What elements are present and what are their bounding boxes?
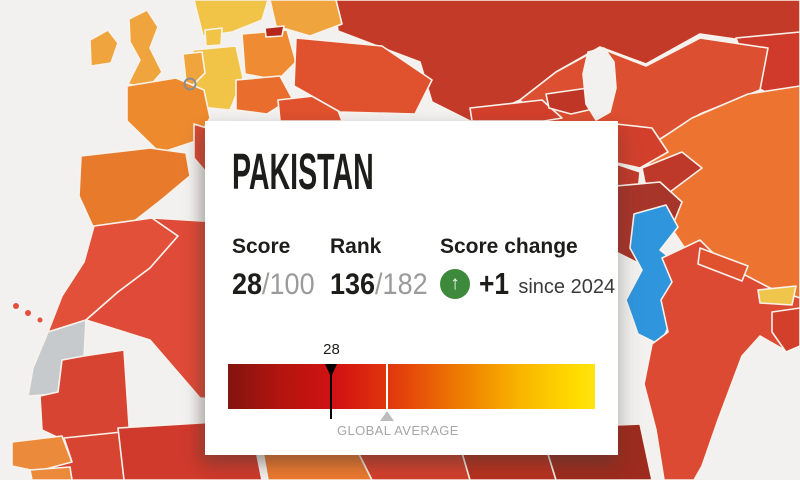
rank-value-row: 136/182 [330, 268, 428, 302]
country-finland-baltics[interactable] [269, 0, 343, 37]
global-average-label: GLOBAL AVERAGE [336, 423, 459, 438]
country-guinea[interactable] [29, 466, 73, 480]
country-nepal[interactable] [697, 247, 749, 282]
country-ukraine-belarus[interactable] [293, 37, 433, 115]
score-marker-line [330, 364, 333, 419]
country-kaliningrad[interactable] [264, 25, 285, 38]
balearic-island-1[interactable] [147, 193, 153, 199]
card-title: PAKISTAN [232, 143, 374, 200]
country-turkey[interactable] [469, 99, 563, 122]
rank-stat: Rank 136/182 [330, 235, 438, 302]
score-value-row: 28/100 [232, 268, 315, 302]
rank-label: Rank [330, 235, 382, 258]
cpi-scale: 28 GLOBAL AVERAGE [228, 341, 595, 438]
global-average-triangle-icon [379, 411, 394, 421]
country-bangladesh[interactable] [771, 307, 800, 353]
country-spain-portugal[interactable] [78, 147, 191, 230]
canary-island-3[interactable] [37, 317, 43, 323]
score-change-value: +1 [479, 266, 510, 301]
canary-island-1[interactable] [13, 303, 19, 309]
score-change-suffix: since 2024 [518, 275, 616, 298]
country-bhutan[interactable] [757, 285, 797, 306]
canary-island-2[interactable] [25, 310, 31, 316]
balearic-island-2[interactable] [160, 187, 166, 193]
country-benelux[interactable] [182, 51, 206, 92]
cpi-scale-bar [228, 364, 595, 409]
global-average-line [385, 364, 388, 409]
rank-denominator: /182 [375, 268, 428, 301]
score-denominator: /100 [262, 268, 315, 301]
score-stat: Score 28/100 [232, 235, 324, 302]
score-change-label: Score change [440, 235, 578, 258]
country-ireland[interactable] [89, 29, 119, 67]
country-card: PAKISTAN Score 28/100 Rank 136/182 Score… [205, 121, 618, 455]
score-up-arrow-icon: ↑ [440, 269, 470, 299]
score-change-stat: Score change ↑ +1 since 2024 [440, 235, 615, 302]
country-united-kingdom[interactable] [127, 9, 163, 89]
score-change-row: ↑ +1 since 2024 [440, 266, 615, 302]
country-denmark[interactable] [204, 27, 223, 47]
luxembourg-marker[interactable] [183, 77, 197, 91]
country-caspian-sea[interactable] [582, 47, 617, 121]
score-marker-label: 28 [323, 341, 340, 358]
score-value: 28 [232, 268, 263, 301]
score-label: Score [232, 235, 291, 258]
country-mauritania[interactable] [39, 349, 131, 449]
rank-value: 136 [330, 268, 376, 301]
country-scandinavia[interactable] [193, 0, 269, 37]
